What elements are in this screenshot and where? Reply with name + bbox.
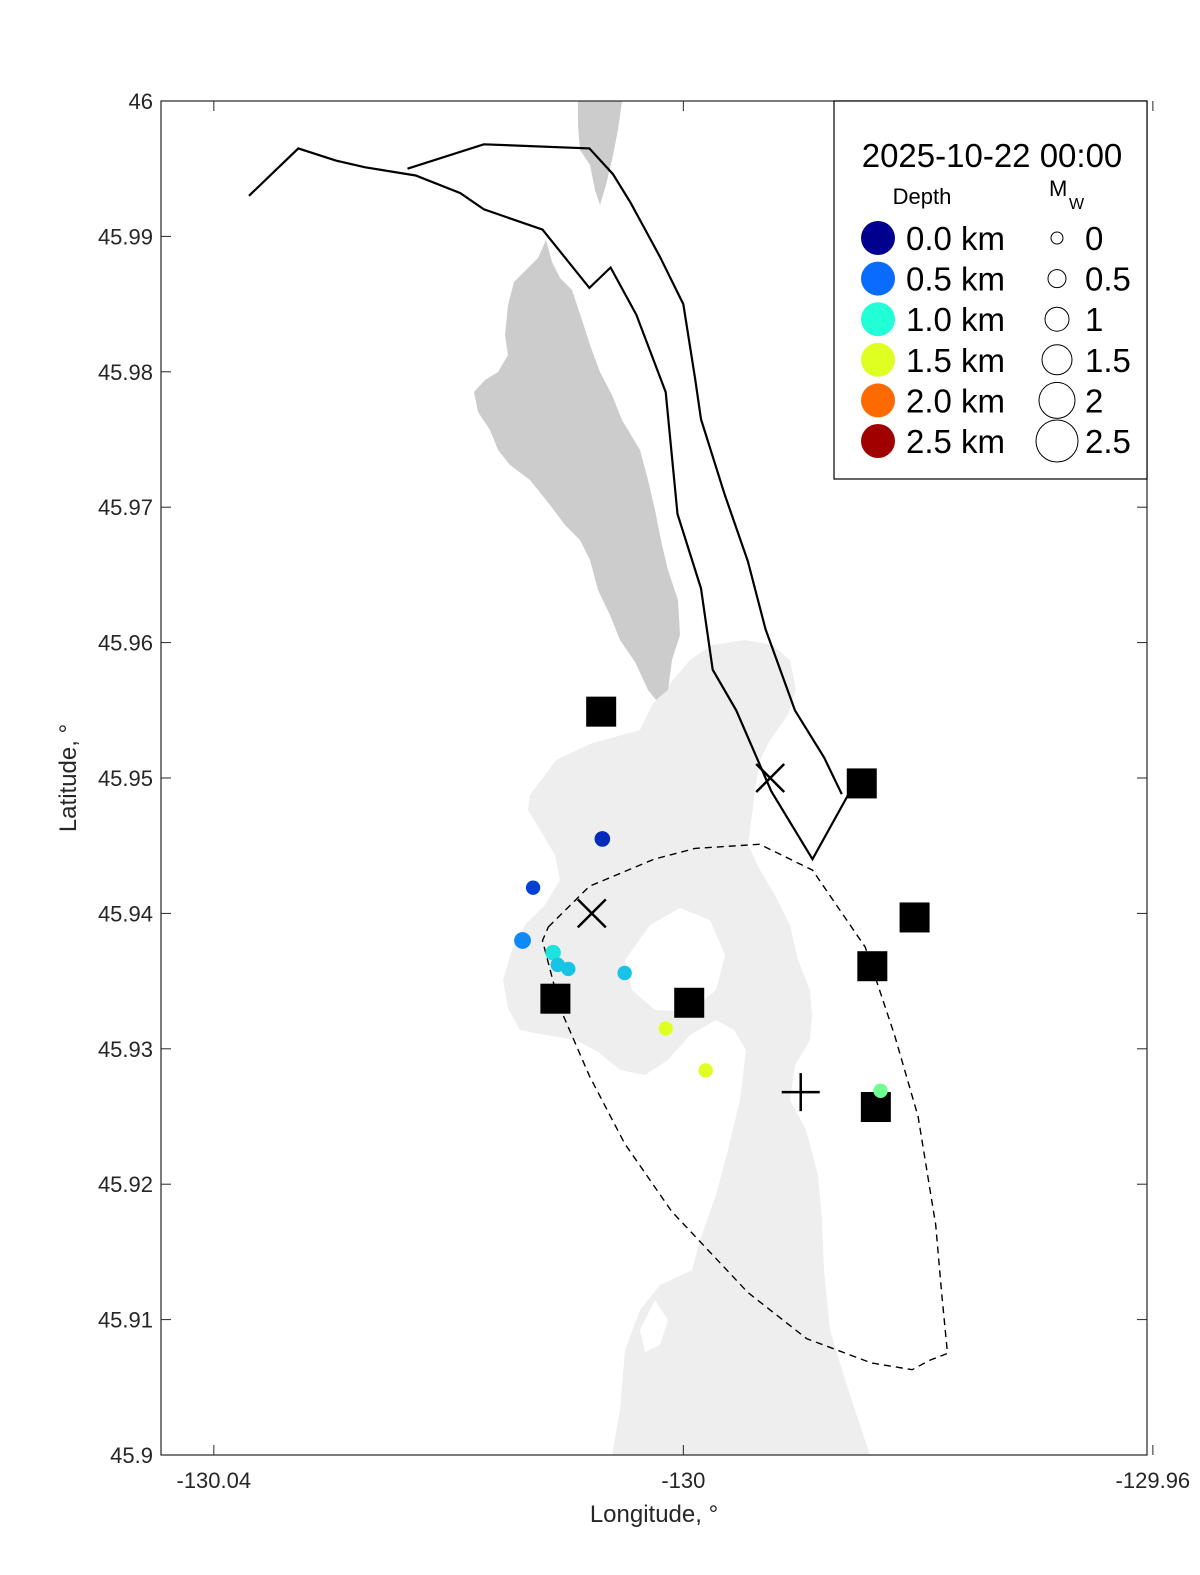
lava-flow-area xyxy=(503,640,870,1455)
legend-magnitude-label: 2 xyxy=(1085,382,1103,419)
legend-depth-swatch xyxy=(861,261,895,296)
y-tick-label: 46 xyxy=(129,89,153,114)
x-tick-label: -129.96 xyxy=(1116,1468,1191,1493)
legend-depth-label: 1.5 km xyxy=(906,342,1005,379)
station-square xyxy=(899,902,930,933)
legend-magnitude-entries: 0 0.51 1.52 2.5 xyxy=(1035,220,1131,463)
station-markers xyxy=(540,696,930,1123)
y-tick-label: 45.9 xyxy=(110,1443,153,1468)
earthquake-point xyxy=(873,1083,888,1098)
caldera-outline-line xyxy=(248,147,851,862)
station-square xyxy=(857,951,888,982)
x-tick-label: -130 xyxy=(661,1468,705,1493)
legend-magnitude-label: 1 xyxy=(1085,301,1103,338)
legend-title: 2025-10-22 00:00 xyxy=(862,137,1123,174)
station-square xyxy=(674,987,705,1018)
y-tick-label: 45.97 xyxy=(98,495,153,520)
x-marker xyxy=(755,763,786,793)
legend-magnitude-header: M xyxy=(1049,176,1067,201)
y-tick-label: 45.95 xyxy=(98,766,153,791)
legend-depth-entries: 0.0 km 0.5 km1.0 km 1.5 km2.0 km 2.5 km xyxy=(861,220,1005,460)
earthquake-point xyxy=(525,880,541,895)
station-square xyxy=(540,983,571,1014)
legend-depth-swatch xyxy=(861,342,895,377)
station-square xyxy=(586,696,617,727)
y-tick-label: 45.94 xyxy=(98,901,153,926)
plus-marker xyxy=(781,1073,820,1112)
legend-depth-label: 2.5 km xyxy=(906,423,1005,460)
legend-depth-swatch xyxy=(861,221,895,255)
legend-magnitude-swatch xyxy=(1050,231,1064,245)
y-tick-label: 45.93 xyxy=(98,1037,153,1062)
terrain-shading xyxy=(474,101,870,1455)
legend-magnitude-swatch xyxy=(1044,306,1070,332)
y-tick-label: 45.99 xyxy=(98,224,153,249)
plus-markers xyxy=(781,1073,820,1112)
axis-ticks: -130.04 -130 -129.96 45.9 45.91 45.92 45.93 45.… xyxy=(98,89,1190,1493)
legend-depth-swatch xyxy=(861,383,895,418)
y-tick-label: 45.96 xyxy=(98,631,153,656)
legend-magnitude-swatch xyxy=(1047,269,1067,289)
x-markers xyxy=(576,763,786,929)
y-tick-label: 45.98 xyxy=(98,360,153,385)
earthquake-point xyxy=(617,965,632,981)
earthquake-point xyxy=(561,961,576,977)
legend-magnitude-label: 1.5 xyxy=(1085,342,1131,379)
older-lava-area-north xyxy=(578,101,622,205)
legend-depth-swatch xyxy=(861,302,895,337)
legend: 2025-10-22 00:00 Depth M W 0.0 km0.5 km1… xyxy=(833,100,1148,480)
legend-magnitude-label: 2.5 xyxy=(1085,423,1131,460)
legend-depth-header: Depth xyxy=(893,184,952,209)
earthquake-point xyxy=(658,1021,673,1036)
station-square xyxy=(860,1092,891,1123)
lava-flow-hole xyxy=(625,908,725,1012)
lava-flow-hole-small xyxy=(640,1300,668,1352)
legend-magnitude-swatch xyxy=(1041,344,1073,376)
outline-layer xyxy=(248,143,949,1371)
legend-magnitude-swatch xyxy=(1035,419,1079,463)
earthquake-point xyxy=(594,831,611,847)
x-axis-title: Longitude, ° xyxy=(590,1501,718,1528)
legend-magnitude-swatch xyxy=(1038,381,1076,419)
y-tick-label: 45.92 xyxy=(98,1172,153,1197)
legend-magnitude-label: 0.5 xyxy=(1085,261,1131,298)
legend-depth-swatch xyxy=(861,424,895,458)
legend-depth-label: 0.5 km xyxy=(906,261,1005,298)
earthquake-point xyxy=(514,932,531,949)
older-lava-area xyxy=(474,240,680,700)
station-square xyxy=(846,768,877,799)
earthquake-markers xyxy=(514,831,888,1098)
legend-magnitude-label: 0 xyxy=(1085,220,1103,257)
legend-depth-label: 2.0 km xyxy=(906,382,1005,419)
earthquake-point xyxy=(545,944,561,961)
earthquake-point xyxy=(698,1063,713,1078)
x-tick-label: -130.04 xyxy=(177,1468,252,1493)
legend-depth-label: 1.0 km xyxy=(906,301,1005,338)
y-tick-label: 45.91 xyxy=(98,1308,153,1333)
y-axis-title: Latitude, ° xyxy=(55,724,82,832)
x-marker xyxy=(576,898,607,929)
legend-magnitude-subscript: W xyxy=(1069,196,1085,213)
rim-outline-line xyxy=(407,143,843,795)
legend-depth-label: 0.0 km xyxy=(906,220,1005,257)
